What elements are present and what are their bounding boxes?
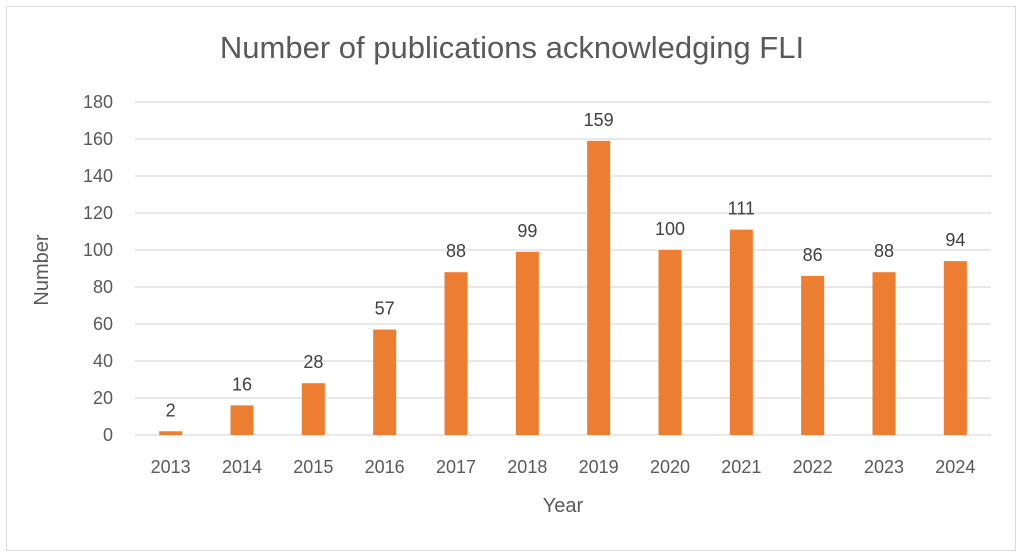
- x-tick-label-2024: 2024: [935, 457, 975, 477]
- x-tick-label-2019: 2019: [579, 457, 619, 477]
- bar-2019: [587, 140, 611, 435]
- bar-2016: [373, 329, 397, 435]
- gridlines: [135, 101, 991, 436]
- y-tick-label: 0: [103, 425, 113, 445]
- x-tick-label-2022: 2022: [793, 457, 833, 477]
- data-label-2015: 28: [303, 352, 323, 372]
- y-tick-label: 140: [83, 166, 113, 186]
- y-tick-label: 20: [93, 388, 113, 408]
- data-label-2017: 88: [446, 241, 466, 261]
- bar-2024: [943, 261, 967, 435]
- bar-2022: [801, 275, 825, 435]
- y-tick-label: 160: [83, 129, 113, 149]
- y-axis-title: Number: [31, 234, 53, 305]
- x-tick-label-2015: 2015: [293, 457, 333, 477]
- y-tick-label: 60: [93, 314, 113, 334]
- x-tick-label-2020: 2020: [650, 457, 690, 477]
- data-label-2016: 57: [375, 299, 395, 319]
- data-label-2013: 2: [166, 400, 176, 420]
- x-tick-label-2013: 2013: [151, 457, 191, 477]
- data-label-2018: 99: [517, 221, 537, 241]
- data-label-2020: 100: [655, 219, 685, 239]
- y-tick-label: 40: [93, 351, 113, 371]
- data-label-2024: 94: [945, 230, 965, 250]
- data-label-2022: 86: [803, 245, 823, 265]
- data-labels: 2 16 28 57 88 99 159 100 111 86 88 94: [166, 110, 966, 420]
- data-label-2019: 159: [584, 110, 614, 130]
- bar-2015: [301, 383, 325, 435]
- bar-2017: [444, 272, 468, 435]
- bar-2014: [230, 405, 254, 435]
- data-label-2023: 88: [874, 241, 894, 261]
- data-label-2021: 111: [728, 199, 755, 219]
- x-axis-title: Year: [543, 495, 584, 517]
- bars: [159, 140, 967, 435]
- x-tick-label-2016: 2016: [365, 457, 405, 477]
- bar-2018: [515, 251, 539, 435]
- y-tick-label: 100: [83, 240, 113, 260]
- x-tick-label-2021: 2021: [721, 457, 761, 477]
- x-tick-label-2017: 2017: [436, 457, 476, 477]
- bar-2021: [729, 229, 753, 435]
- chart-title: Number of publications acknowledging FLI: [220, 30, 804, 65]
- bar-2020: [658, 250, 682, 435]
- bar-2023: [872, 272, 896, 435]
- y-tick-label: 80: [93, 277, 113, 297]
- y-axis-ticks: 0 20 40 60 80 100 120 140 160 180: [83, 92, 113, 445]
- x-tick-label-2023: 2023: [864, 457, 904, 477]
- y-tick-label: 180: [83, 92, 113, 112]
- x-tick-label-2018: 2018: [507, 457, 547, 477]
- bar-2013: [159, 431, 183, 435]
- y-tick-label: 120: [83, 203, 113, 223]
- chart-frame: [6, 6, 1016, 551]
- x-tick-label-2014: 2014: [222, 457, 262, 477]
- data-label-2014: 16: [232, 374, 252, 394]
- x-axis-ticks: 2013 2014 2015 2016 2017 2018 2019 2020 2021 2022…: [151, 457, 976, 477]
